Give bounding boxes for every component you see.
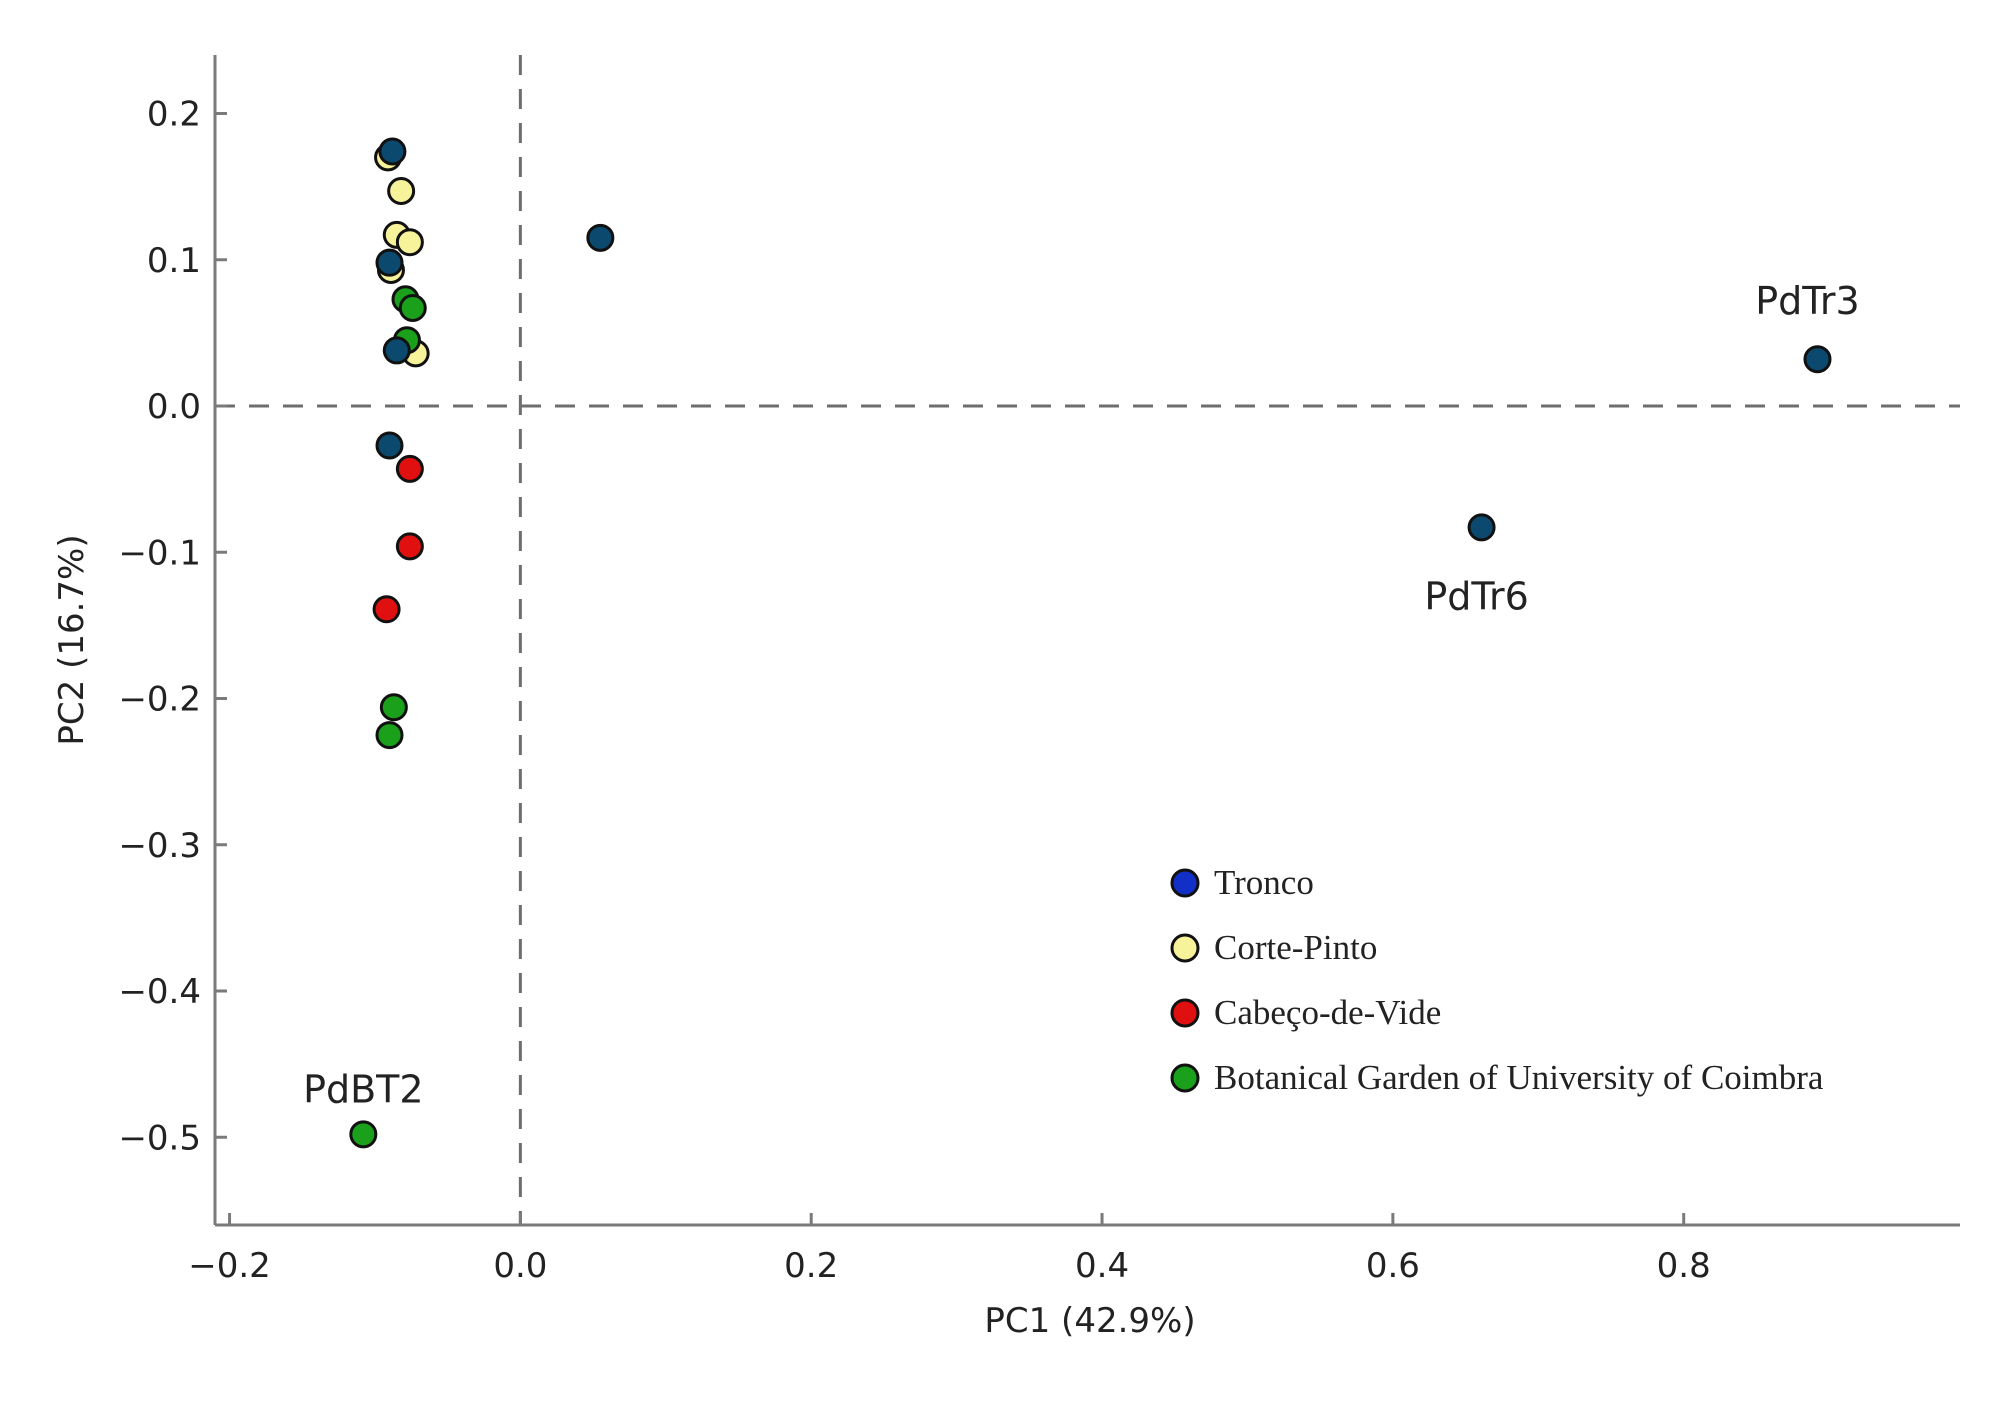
data-point bbox=[375, 431, 404, 460]
x-tick-label: 0.4 bbox=[1075, 1246, 1129, 1286]
y-tick-label: 0.2 bbox=[147, 95, 201, 135]
y-tick-label: −0.5 bbox=[118, 1118, 201, 1158]
data-point bbox=[372, 595, 401, 624]
legend-marker bbox=[1170, 868, 1200, 898]
x-tick-label: 0.8 bbox=[1657, 1246, 1711, 1286]
point-label: PdTr3 bbox=[1755, 279, 1859, 323]
y-axis-label: PC2 (16.7%) bbox=[52, 534, 92, 745]
data-point bbox=[1467, 513, 1496, 542]
y-tick-label: −0.1 bbox=[118, 533, 201, 573]
y-tick-label: −0.4 bbox=[118, 972, 201, 1012]
legend: Tronco Corte-Pinto Cabeço-de-Vide Botanical… bbox=[1170, 863, 1824, 1097]
legend-label: Tronco bbox=[1214, 863, 1314, 902]
data-point bbox=[395, 228, 424, 257]
data-point bbox=[398, 294, 427, 323]
data-point bbox=[586, 223, 615, 252]
data-point bbox=[379, 693, 408, 722]
data-point bbox=[375, 721, 404, 750]
point-labels: PdBT2 PdTr3 PdTr6 bbox=[303, 279, 1860, 1111]
legend-label: Botanical Garden of University of Coimbr… bbox=[1214, 1058, 1824, 1097]
data-point bbox=[378, 137, 407, 166]
y-tick-label: −0.2 bbox=[118, 680, 201, 720]
x-tick-label: −0.2 bbox=[188, 1246, 271, 1286]
y-tick-label: 0.0 bbox=[147, 387, 201, 427]
point-label: PdBT2 bbox=[303, 1067, 424, 1111]
data-point bbox=[382, 336, 411, 365]
data-point bbox=[395, 454, 424, 483]
data-point bbox=[395, 532, 424, 561]
x-axis-label: PC1 (42.9%) bbox=[984, 1301, 1195, 1341]
axes bbox=[213, 55, 1960, 1227]
x-tick-label: 0.6 bbox=[1366, 1246, 1420, 1286]
data-point bbox=[387, 177, 416, 206]
legend-label: Cabeço-de-Vide bbox=[1214, 993, 1441, 1032]
x-tick-label: 0.0 bbox=[493, 1246, 547, 1286]
legend-marker bbox=[1170, 998, 1200, 1028]
y-tick-label: −0.3 bbox=[118, 826, 201, 866]
data-point bbox=[1803, 345, 1832, 374]
legend-label: Corte-Pinto bbox=[1214, 928, 1377, 967]
legend-marker bbox=[1170, 1063, 1200, 1093]
legend-marker bbox=[1170, 933, 1200, 963]
point-label: PdTr6 bbox=[1424, 574, 1528, 618]
reference-lines bbox=[215, 55, 1960, 1225]
y-tick-label: 0.1 bbox=[147, 241, 201, 281]
data-points bbox=[349, 137, 1832, 1149]
x-tick-label: 0.2 bbox=[784, 1246, 838, 1286]
data-point bbox=[349, 1120, 378, 1149]
data-point bbox=[375, 248, 404, 277]
ticks: −0.2 0.0 0.2 0.4 0.6 0.8 0.2 0.1 0.0 −0.1 −0.2 −0.3… bbox=[118, 95, 1710, 1287]
